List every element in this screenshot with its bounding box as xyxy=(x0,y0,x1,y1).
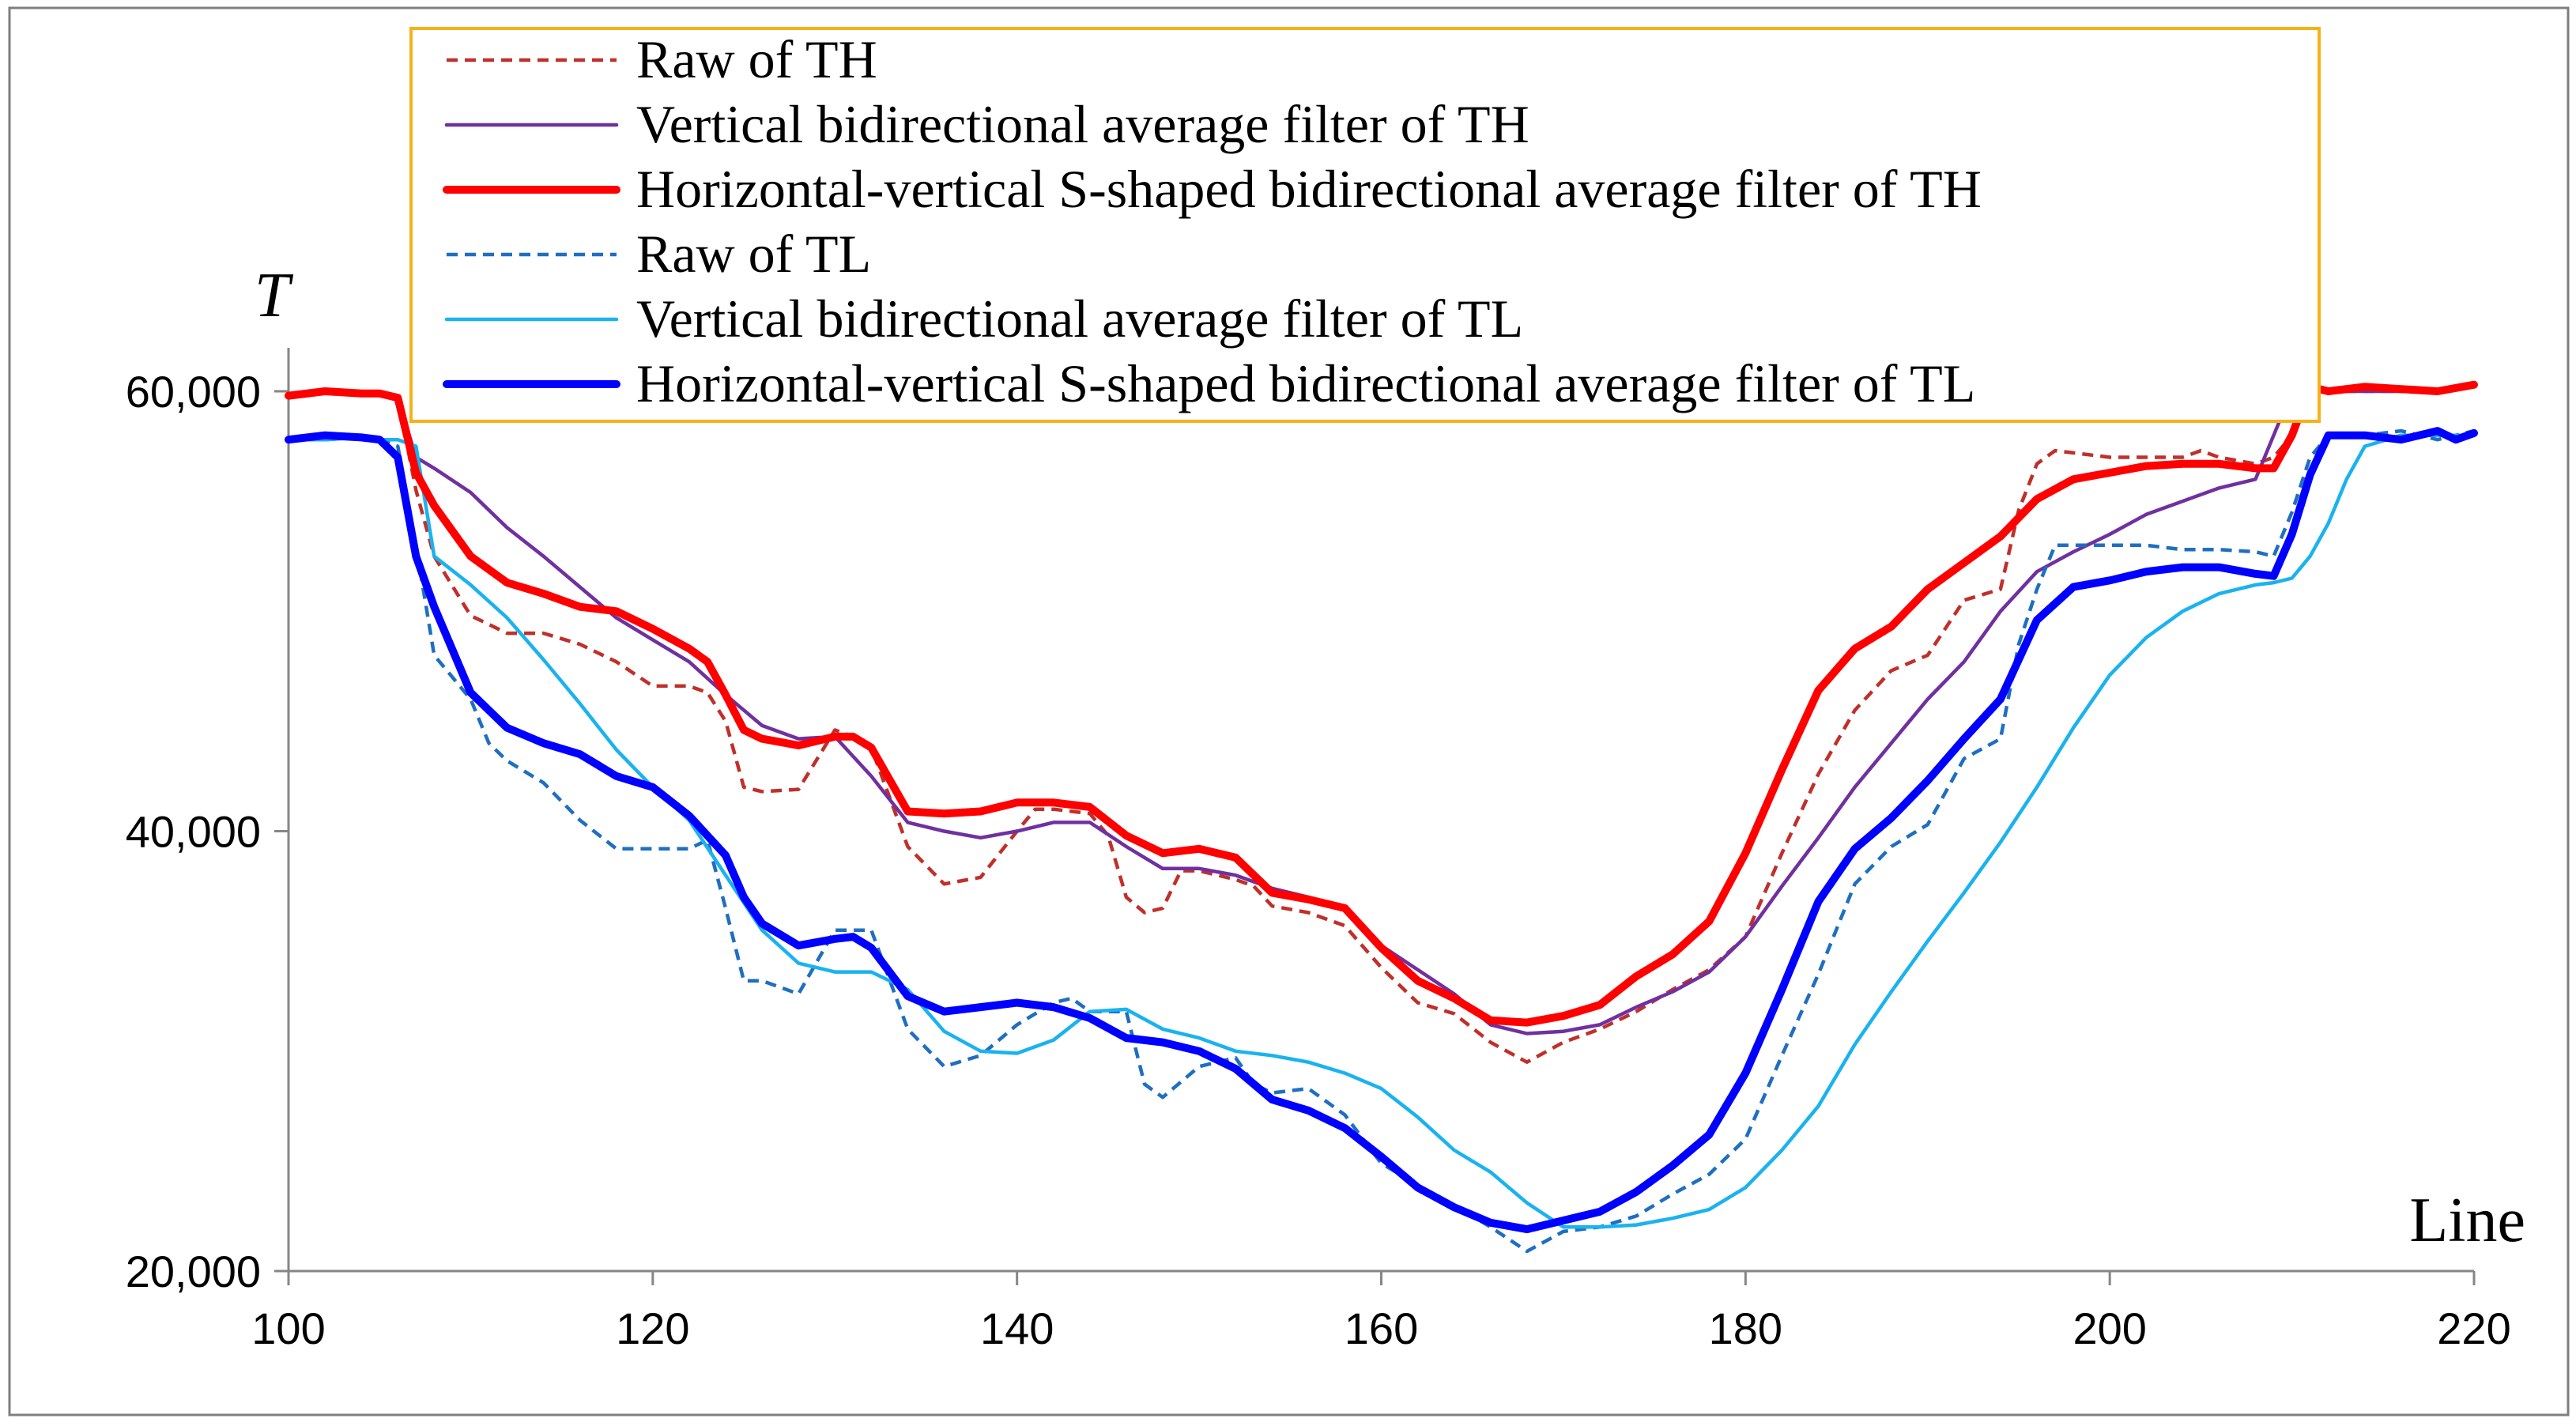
axes: 20,000 40,000 60,000 100 120 140 160 180 200 220 T… xyxy=(126,261,2525,1353)
legend-label-5: Vertical bidirectional average filter of… xyxy=(636,289,1523,349)
series-group xyxy=(285,380,2478,1254)
legend-box xyxy=(409,27,2321,423)
x-tick-label: 200 xyxy=(2072,1303,2146,1353)
legend-label-2: Vertical bidirectional average filter of… xyxy=(636,94,1529,154)
x-tick-label: 120 xyxy=(616,1303,689,1353)
series-line-6 xyxy=(285,427,2478,1234)
y-tick-label: 40,000 xyxy=(126,807,261,857)
series-line-1 xyxy=(288,383,2475,1064)
x-tick-label: 140 xyxy=(980,1303,1054,1353)
series-line-5 xyxy=(286,433,2476,1229)
x-tick-label: 160 xyxy=(1345,1303,1418,1353)
y-tick-label: 60,000 xyxy=(126,367,261,417)
legend-label-6: Horizontal-vertical S-shaped bidirection… xyxy=(636,353,1975,413)
y-tick-label: 20,000 xyxy=(126,1247,261,1296)
legend-label-3: Horizontal-vertical S-shaped bidirection… xyxy=(636,159,1982,219)
legend-label-4: Raw of TL xyxy=(636,224,871,284)
series-line-3 xyxy=(285,380,2478,1027)
x-axis-title: Line xyxy=(2409,1186,2525,1255)
legend-label-1: Raw of TH xyxy=(636,29,877,89)
y-axis-title: T xyxy=(255,261,294,330)
x-tick-label: 220 xyxy=(2437,1303,2510,1353)
x-tick-label: 180 xyxy=(1709,1303,1782,1353)
x-tick-label: 100 xyxy=(251,1303,325,1353)
